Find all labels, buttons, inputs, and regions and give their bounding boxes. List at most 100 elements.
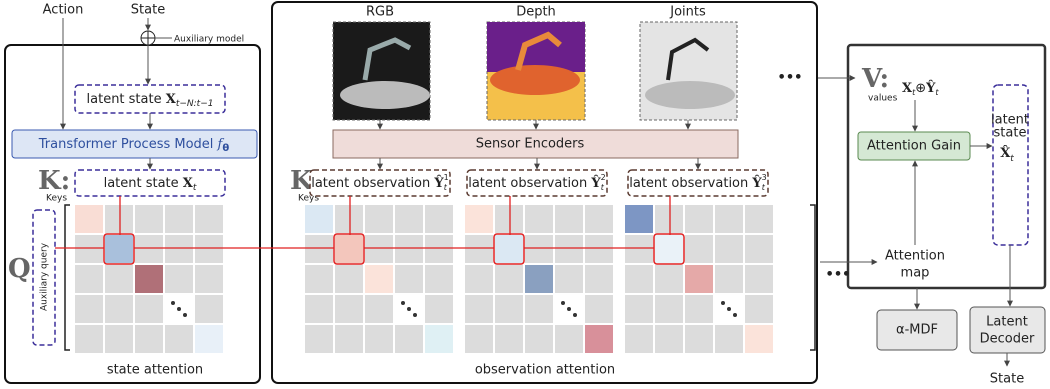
attention-cell — [715, 325, 743, 353]
attention-cell — [365, 235, 393, 263]
attention-cell — [425, 265, 453, 293]
ellipsis-dot — [721, 301, 725, 305]
attention-cell — [685, 295, 713, 323]
attention-cell — [105, 205, 133, 233]
more-grids: ••• — [826, 268, 851, 283]
attention-cell — [335, 325, 363, 353]
attention-cell — [525, 235, 553, 263]
attention-cell — [105, 325, 133, 353]
attention-cell — [685, 265, 713, 293]
attention-cell — [525, 265, 553, 293]
query-symbol: Q — [8, 254, 31, 284]
attention-cell — [655, 265, 683, 293]
attention-cell — [715, 205, 743, 233]
attention-cell — [555, 205, 583, 233]
ellipsis-dot — [401, 301, 405, 305]
superscript: 3 — [762, 173, 767, 182]
attention-cell — [75, 325, 103, 353]
caption: state attention — [107, 363, 203, 378]
attention-cell — [105, 295, 133, 323]
encoders: Sensor Encoders — [476, 137, 585, 152]
sensor-images — [333, 22, 737, 120]
attention-cell — [495, 205, 523, 233]
attention-cell — [335, 235, 363, 263]
text: latent state — [87, 92, 166, 107]
attention-cell — [195, 295, 223, 323]
output-state: State — [990, 372, 1024, 387]
attention-cell — [525, 205, 553, 233]
attention-cell — [335, 295, 363, 323]
sensor-label: Depth — [516, 5, 556, 20]
attention-cell — [745, 295, 773, 323]
attention-cell — [365, 265, 393, 293]
sensor-label: RGB — [366, 5, 394, 20]
attention-cell — [75, 205, 103, 233]
aux-model-label: Auxiliary model — [174, 35, 244, 45]
attention-cell — [745, 325, 773, 353]
values-label: values — [868, 94, 898, 104]
attention-cell — [465, 295, 493, 323]
attention-cell — [585, 325, 613, 353]
attention-cell — [555, 325, 583, 353]
state-label: State — [131, 3, 165, 18]
latent-observation: latent observation Ŷ2t — [468, 173, 606, 192]
attention-cell — [365, 325, 393, 353]
attention-cell — [715, 235, 743, 263]
text: latent observation — [311, 176, 434, 191]
attention-cell — [585, 265, 613, 293]
attention-cell — [425, 325, 453, 353]
attention-cell — [75, 235, 103, 263]
subscript: θ — [222, 143, 229, 154]
latent-observation: latent observation Ŷ1t — [311, 173, 449, 192]
attention-cell — [465, 205, 493, 233]
attention-cell — [395, 265, 423, 293]
attention-cell — [465, 235, 493, 263]
attention-cell — [585, 235, 613, 263]
attention-cell — [365, 295, 393, 323]
attention-cell — [525, 295, 553, 323]
attention-cell — [105, 265, 133, 293]
attention-cell — [465, 265, 493, 293]
attention-cell — [305, 265, 333, 293]
action-label: Action — [43, 3, 84, 18]
decoder: Decoder — [980, 332, 1035, 347]
superscript: 2 — [601, 173, 606, 182]
attention-cell — [625, 325, 653, 353]
text: latent observation — [468, 176, 591, 191]
attention-cell — [135, 235, 163, 263]
attention-cell — [135, 265, 163, 293]
attention-cell — [75, 265, 103, 293]
attention-cell — [425, 205, 453, 233]
ellipsis-dot — [567, 307, 571, 311]
decoder: Latent — [986, 315, 1028, 330]
subscript: t−N:t−1 — [176, 99, 214, 109]
subscript: t — [935, 88, 939, 97]
attention-cell — [335, 205, 363, 233]
attention-cell — [165, 325, 193, 353]
attention-cell — [685, 235, 713, 263]
attention-cell — [525, 325, 553, 353]
ellipsis-dot — [183, 313, 187, 317]
attention-cell — [685, 325, 713, 353]
attention-cell — [625, 205, 653, 233]
sensor-label: Joints — [669, 5, 706, 20]
subscript: t — [1010, 154, 1014, 164]
attention-cell — [395, 205, 423, 233]
attention-cell — [335, 265, 363, 293]
attention-cell — [195, 325, 223, 353]
superscript: 1 — [444, 173, 449, 182]
ellipsis-dot — [177, 307, 181, 311]
attention-cell — [745, 235, 773, 263]
table — [340, 81, 430, 109]
attention-cell — [135, 205, 163, 233]
ellipsis-dot — [561, 301, 565, 305]
attention-cell — [165, 235, 193, 263]
ellipsis-dot — [733, 313, 737, 317]
attention-cell — [495, 265, 523, 293]
keys-symbol: K: — [38, 166, 70, 196]
attention-cell — [165, 265, 193, 293]
process-model: Transformer Process Model fθ — [38, 137, 230, 155]
ellipsis-dot — [407, 307, 411, 311]
subscript: t — [193, 183, 197, 193]
attention-cell — [585, 205, 613, 233]
